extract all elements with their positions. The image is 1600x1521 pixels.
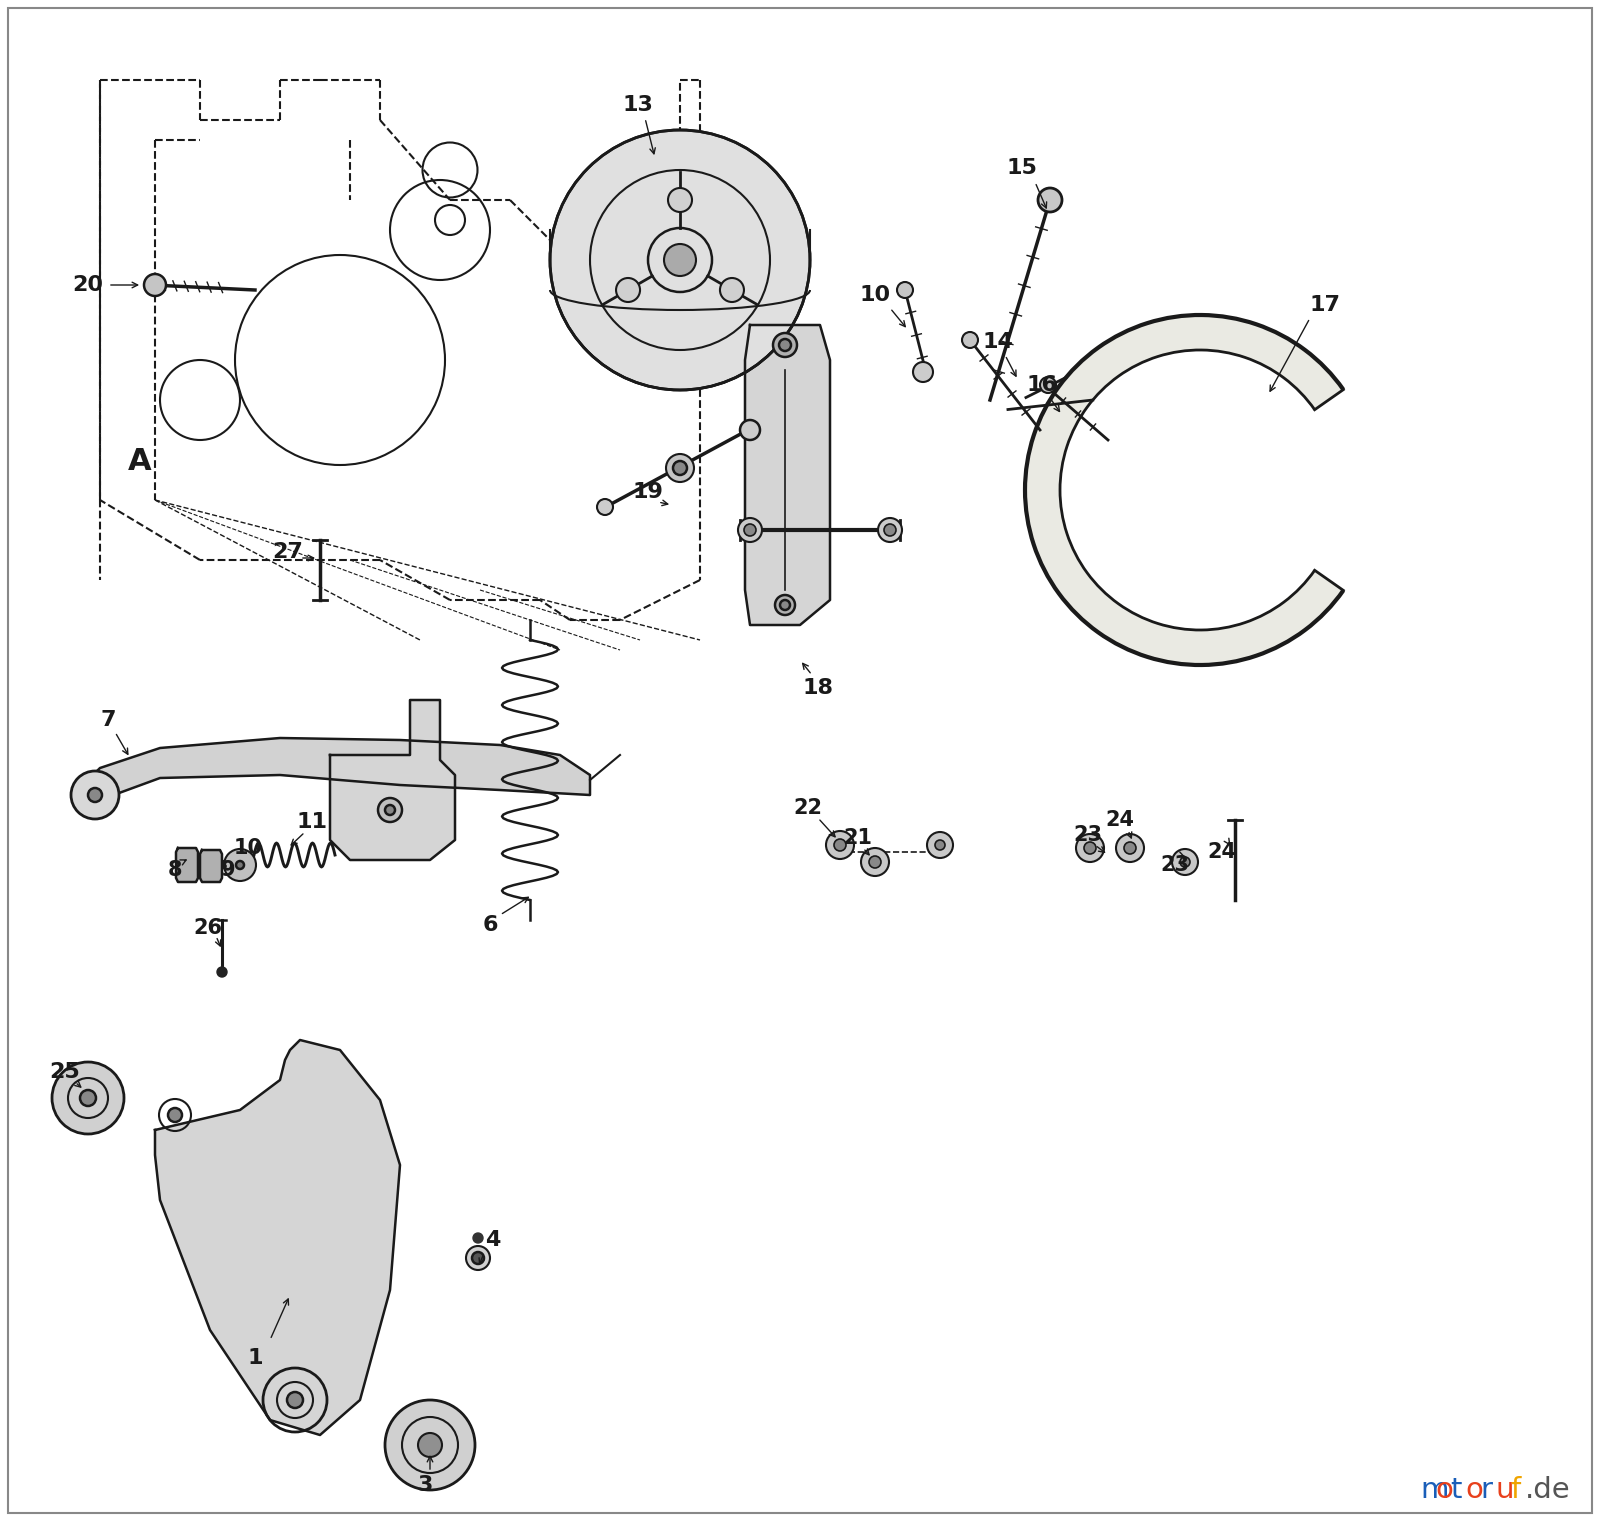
Text: 8: 8 <box>168 859 182 881</box>
Polygon shape <box>176 849 198 882</box>
Circle shape <box>1040 377 1056 392</box>
Text: 16: 16 <box>1027 376 1058 395</box>
Text: 25: 25 <box>50 1062 80 1081</box>
Circle shape <box>144 274 166 297</box>
Text: 22: 22 <box>794 799 822 818</box>
Text: r: r <box>1480 1475 1491 1504</box>
Circle shape <box>1171 849 1198 875</box>
Circle shape <box>474 1234 483 1243</box>
Circle shape <box>744 525 757 535</box>
Circle shape <box>666 453 694 482</box>
Circle shape <box>70 771 118 818</box>
Circle shape <box>926 832 954 858</box>
Text: o: o <box>1466 1475 1483 1504</box>
Circle shape <box>774 595 795 614</box>
Circle shape <box>883 525 896 535</box>
Text: 17: 17 <box>1309 295 1341 315</box>
Circle shape <box>550 129 810 389</box>
Circle shape <box>224 849 256 881</box>
Text: 7: 7 <box>101 710 115 730</box>
Circle shape <box>168 1107 182 1122</box>
Text: 9: 9 <box>221 859 235 881</box>
Circle shape <box>378 799 402 821</box>
Text: u: u <box>1494 1475 1514 1504</box>
Text: .de: .de <box>1525 1475 1571 1504</box>
Circle shape <box>597 499 613 516</box>
Circle shape <box>664 243 696 275</box>
Text: 13: 13 <box>622 94 653 116</box>
Circle shape <box>616 278 640 303</box>
Circle shape <box>781 599 790 610</box>
Circle shape <box>466 1246 490 1270</box>
Circle shape <box>720 278 744 303</box>
Circle shape <box>218 967 227 976</box>
Circle shape <box>237 861 243 868</box>
Circle shape <box>88 788 102 802</box>
Circle shape <box>779 339 790 351</box>
Circle shape <box>286 1392 302 1408</box>
Text: 20: 20 <box>72 275 104 295</box>
Text: 24: 24 <box>1208 843 1237 862</box>
Text: A: A <box>128 447 152 476</box>
Circle shape <box>1038 189 1062 211</box>
Circle shape <box>386 805 395 815</box>
Circle shape <box>934 840 946 850</box>
Text: o: o <box>1435 1475 1453 1504</box>
Circle shape <box>834 840 846 852</box>
Circle shape <box>1085 843 1096 853</box>
Polygon shape <box>330 700 454 859</box>
Circle shape <box>826 830 854 859</box>
Polygon shape <box>200 850 222 882</box>
Circle shape <box>1181 856 1190 867</box>
Text: 18: 18 <box>803 678 834 698</box>
Circle shape <box>51 1062 125 1135</box>
Circle shape <box>773 333 797 357</box>
Circle shape <box>914 362 933 382</box>
Text: 15: 15 <box>1006 158 1037 178</box>
Text: 6: 6 <box>482 916 498 935</box>
Circle shape <box>1075 834 1104 862</box>
Circle shape <box>669 189 691 211</box>
Circle shape <box>739 420 760 440</box>
Circle shape <box>738 519 762 541</box>
Text: 11: 11 <box>296 812 328 832</box>
Text: 19: 19 <box>632 482 664 502</box>
Circle shape <box>674 461 686 475</box>
Text: m: m <box>1421 1475 1448 1504</box>
Text: 23: 23 <box>1160 855 1189 875</box>
Polygon shape <box>746 325 830 625</box>
Text: 24: 24 <box>1106 811 1134 830</box>
Circle shape <box>386 1399 475 1491</box>
Circle shape <box>1123 843 1136 853</box>
Text: 3: 3 <box>418 1475 432 1495</box>
Text: 4: 4 <box>485 1230 501 1250</box>
Circle shape <box>1117 834 1144 862</box>
Circle shape <box>898 281 914 298</box>
Text: 27: 27 <box>272 541 304 561</box>
Text: 21: 21 <box>843 827 872 849</box>
Circle shape <box>418 1433 442 1457</box>
Polygon shape <box>80 738 590 811</box>
Text: 26: 26 <box>194 919 222 938</box>
Circle shape <box>878 519 902 541</box>
Circle shape <box>869 856 882 868</box>
Circle shape <box>472 1252 483 1264</box>
Polygon shape <box>1026 315 1344 665</box>
Text: f: f <box>1510 1475 1520 1504</box>
Text: 23: 23 <box>1074 824 1102 846</box>
Text: 1: 1 <box>248 1348 262 1367</box>
Text: 14: 14 <box>982 332 1013 351</box>
Polygon shape <box>155 1040 400 1434</box>
Circle shape <box>80 1091 96 1106</box>
Text: 10: 10 <box>234 838 262 858</box>
Text: 10: 10 <box>859 284 891 306</box>
Circle shape <box>861 849 890 876</box>
Circle shape <box>962 332 978 348</box>
Text: t: t <box>1450 1475 1461 1504</box>
